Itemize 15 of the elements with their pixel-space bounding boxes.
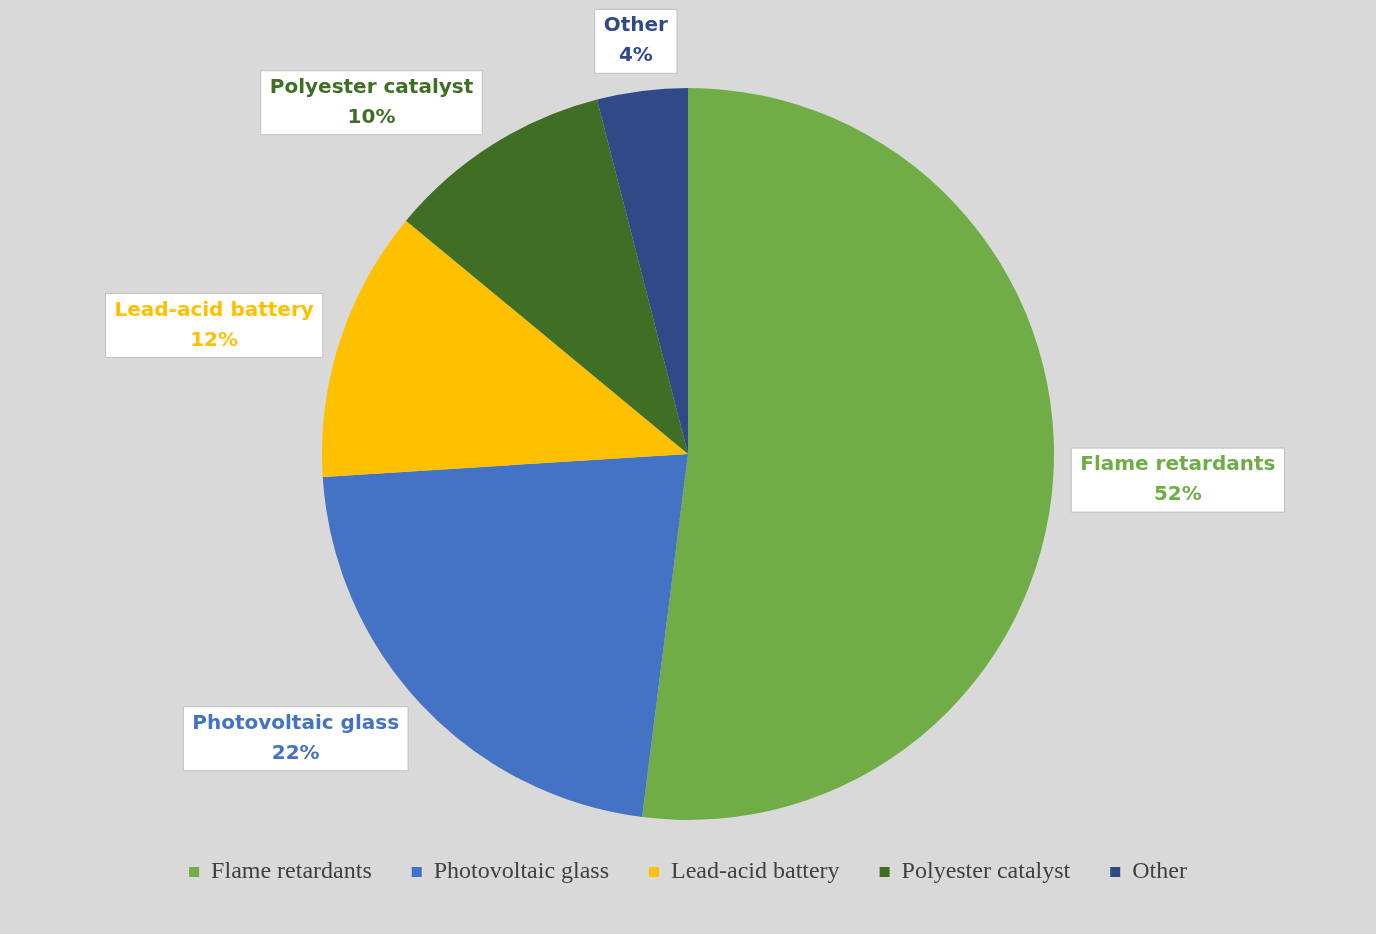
data-label: 10% <box>347 103 396 128</box>
slice-label: Flame retardants <box>1080 451 1276 476</box>
legend-label: Polyester catalyst <box>901 857 1071 884</box>
legend-label: Lead-acid battery <box>671 857 840 884</box>
legend-label: Flame retardants <box>211 857 372 884</box>
data-label: 52% <box>1153 481 1202 506</box>
legend-label: Photovoltaic glass <box>433 857 610 884</box>
slice-label: Photovoltaic glass <box>192 709 400 734</box>
slice-label: Other <box>603 12 669 37</box>
data-label: 12% <box>190 326 239 351</box>
slice-label: Lead-acid battery <box>114 296 314 321</box>
slice-label: Polyester catalyst <box>269 73 474 98</box>
data-label: 4% <box>618 42 653 67</box>
legend-label: Other <box>1132 857 1187 884</box>
data-label: 22% <box>271 739 320 764</box>
